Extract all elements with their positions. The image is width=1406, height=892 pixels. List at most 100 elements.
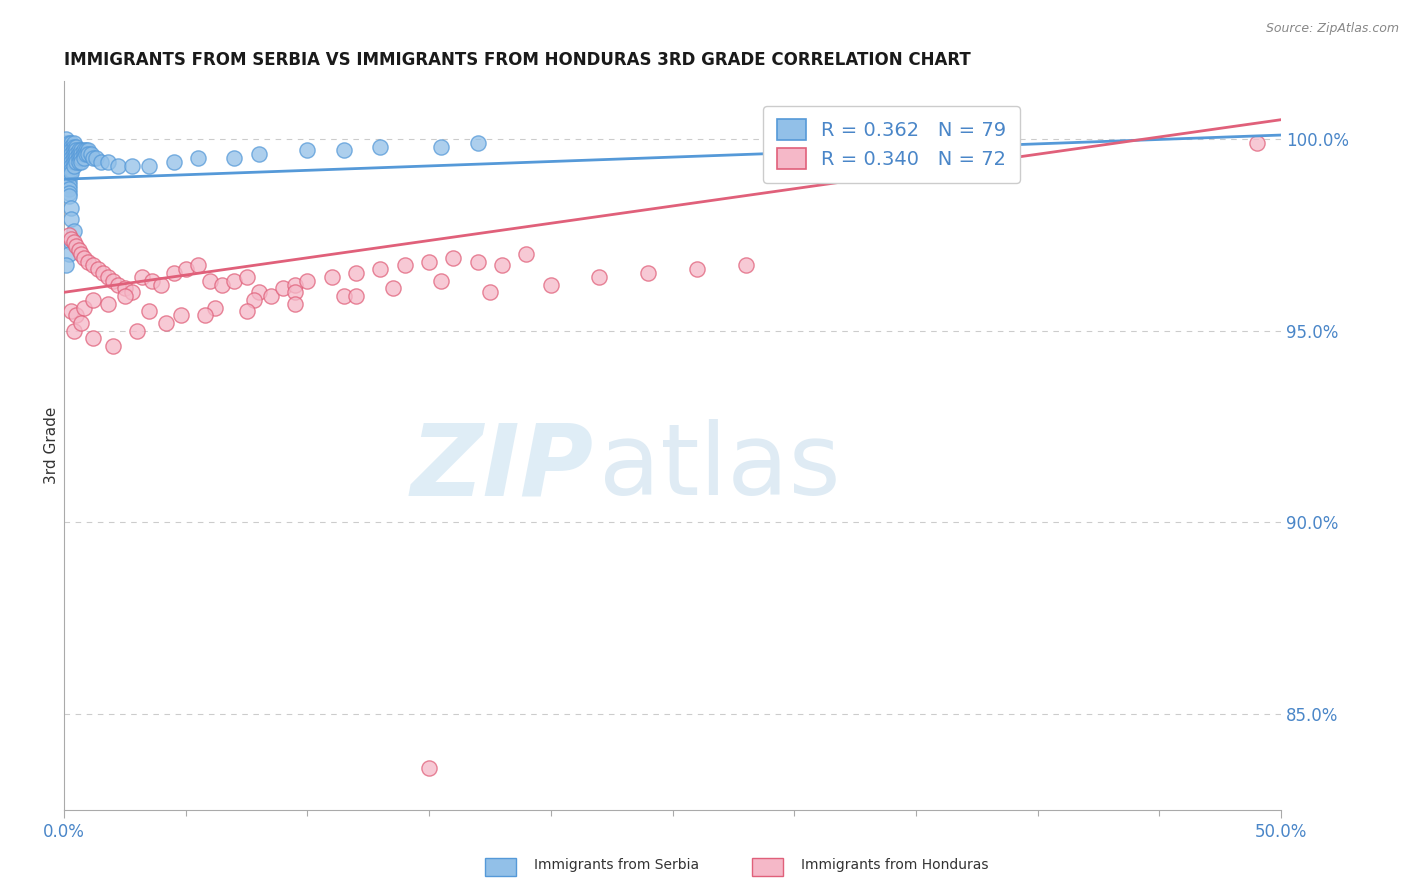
Point xyxy=(62,144,84,158)
Point xyxy=(344,289,367,303)
Point xyxy=(637,266,659,280)
Point xyxy=(58,136,80,150)
Point xyxy=(198,274,221,288)
Point xyxy=(55,259,77,273)
Point xyxy=(91,266,114,280)
Point xyxy=(150,277,173,292)
Point xyxy=(97,297,120,311)
Text: Immigrants from Serbia: Immigrants from Serbia xyxy=(534,858,699,872)
Point xyxy=(297,144,319,158)
Point xyxy=(430,139,453,153)
Point xyxy=(224,274,246,288)
Point xyxy=(65,151,87,165)
Point xyxy=(60,154,83,169)
Point xyxy=(55,132,77,146)
Point xyxy=(394,259,416,273)
Point xyxy=(271,281,294,295)
Point xyxy=(62,136,84,150)
Point xyxy=(90,154,112,169)
Point xyxy=(70,144,93,158)
Legend: R = 0.362   N = 79, R = 0.340   N = 72: R = 0.362 N = 79, R = 0.340 N = 72 xyxy=(763,105,1021,183)
Point xyxy=(62,324,84,338)
Point xyxy=(97,270,120,285)
Point xyxy=(418,254,440,268)
Point xyxy=(138,304,160,318)
Point xyxy=(67,243,90,257)
Point xyxy=(141,274,163,288)
Point xyxy=(58,186,80,200)
Point xyxy=(187,259,209,273)
Point xyxy=(72,301,94,315)
Point xyxy=(62,139,84,153)
Point xyxy=(734,259,756,273)
Point xyxy=(478,285,501,300)
Point xyxy=(72,147,94,161)
Point xyxy=(65,139,87,153)
Point xyxy=(65,144,87,158)
Point xyxy=(107,277,129,292)
Point xyxy=(75,147,97,161)
Y-axis label: 3rd Grade: 3rd Grade xyxy=(44,407,59,484)
Point xyxy=(211,277,233,292)
Point xyxy=(80,147,103,161)
Point xyxy=(55,144,77,158)
Point xyxy=(97,154,120,169)
Point xyxy=(243,293,266,307)
Point xyxy=(62,159,84,173)
Point xyxy=(62,154,84,169)
Point xyxy=(77,254,100,268)
Point xyxy=(204,301,226,315)
Point xyxy=(58,170,80,185)
Text: IMMIGRANTS FROM SERBIA VS IMMIGRANTS FROM HONDURAS 3RD GRADE CORRELATION CHART: IMMIGRANTS FROM SERBIA VS IMMIGRANTS FRO… xyxy=(65,51,970,69)
Point xyxy=(370,262,392,277)
Point xyxy=(540,277,562,292)
Point xyxy=(70,154,93,169)
Point xyxy=(467,136,489,150)
Point xyxy=(60,201,83,215)
Point xyxy=(67,144,90,158)
Point xyxy=(333,289,356,303)
Point xyxy=(60,231,83,245)
Point xyxy=(138,159,160,173)
Point xyxy=(58,139,80,153)
Point xyxy=(58,144,80,158)
Point xyxy=(58,162,80,177)
Point xyxy=(155,316,177,330)
Point xyxy=(101,339,124,353)
Point xyxy=(107,159,129,173)
Point xyxy=(60,136,83,150)
Point xyxy=(260,289,283,303)
Point xyxy=(65,309,87,323)
Point xyxy=(588,270,610,285)
Point xyxy=(284,297,307,311)
Point xyxy=(418,761,440,775)
Point xyxy=(58,147,80,161)
Point xyxy=(72,151,94,165)
Point xyxy=(60,159,83,173)
Point xyxy=(60,166,83,180)
Point xyxy=(65,147,87,161)
Point xyxy=(284,285,307,300)
Point xyxy=(62,235,84,250)
Point xyxy=(60,147,83,161)
Point xyxy=(247,285,270,300)
Point xyxy=(515,247,537,261)
Point xyxy=(62,147,84,161)
Point xyxy=(58,247,80,261)
Point xyxy=(70,147,93,161)
Text: atlas: atlas xyxy=(599,419,841,516)
Point xyxy=(114,289,136,303)
Text: Source: ZipAtlas.com: Source: ZipAtlas.com xyxy=(1265,22,1399,36)
Point xyxy=(284,277,307,292)
Point xyxy=(1246,136,1268,150)
Point xyxy=(247,147,270,161)
Point xyxy=(65,239,87,253)
Point xyxy=(82,331,104,345)
Point xyxy=(82,151,104,165)
Point xyxy=(174,262,197,277)
Point xyxy=(75,144,97,158)
Point xyxy=(58,166,80,180)
Point xyxy=(686,262,709,277)
Point xyxy=(121,159,143,173)
Point xyxy=(72,144,94,158)
